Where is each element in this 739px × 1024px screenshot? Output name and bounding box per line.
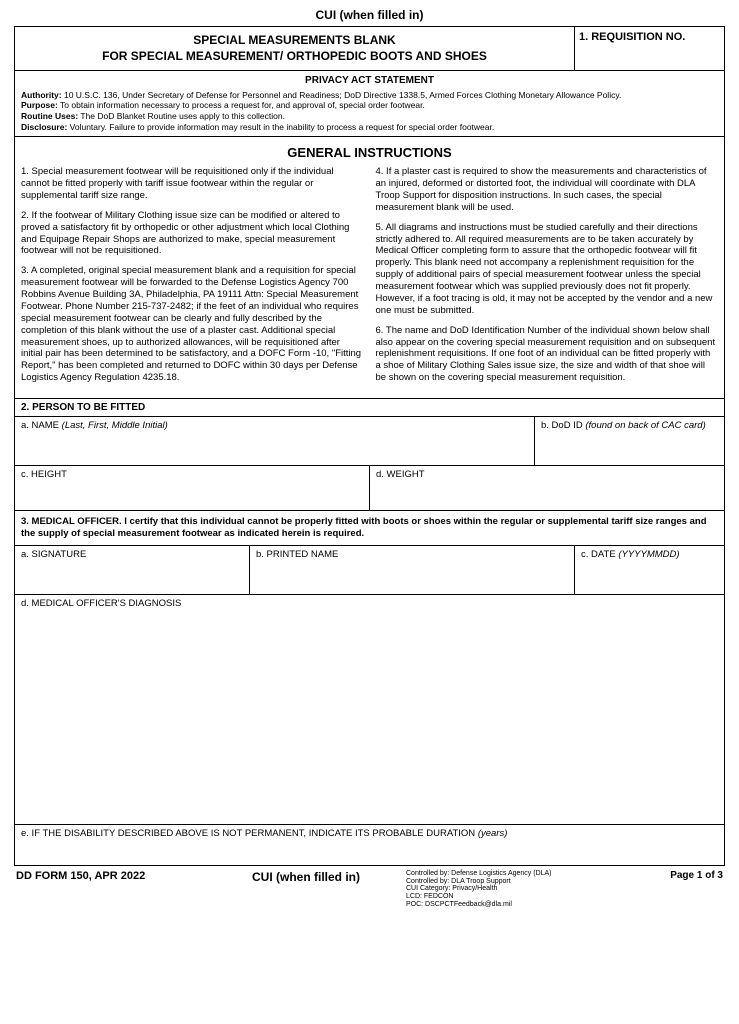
height-label: c. HEIGHT	[21, 469, 67, 480]
signature-label: a. SIGNATURE	[21, 549, 86, 560]
diagnosis-field[interactable]: d. MEDICAL OFFICER'S DIAGNOSIS	[15, 595, 724, 825]
privacy-act-statement: PRIVACY ACT STATEMENT Authority: 10 U.S.…	[15, 71, 724, 137]
signature-field[interactable]: a. SIGNATURE	[15, 546, 249, 594]
gi-para-3: 3. A completed, original special measure…	[21, 265, 364, 384]
routine-text: The DoD Blanket Routine uses apply to th…	[78, 111, 285, 121]
privacy-title: PRIVACY ACT STATEMENT	[21, 75, 718, 88]
section-3-certification: 3. MEDICAL OFFICER. I certify that this …	[15, 511, 724, 546]
dodid-hint: (found on back of CAC card)	[585, 420, 705, 431]
form-title: SPECIAL MEASUREMENTS BLANK FOR SPECIAL M…	[15, 27, 574, 70]
requisition-no-label: 1. REQUISITION NO.	[579, 31, 685, 43]
controlled-line-2: Controlled by: DLA Troop Support	[406, 878, 653, 886]
printed-name-field[interactable]: b. PRINTED NAME	[249, 546, 574, 594]
controlled-line-4: LCD: FEDCON	[406, 893, 653, 901]
duration-hint: (years)	[478, 828, 508, 839]
purpose-text: To obtain information necessary to proce…	[58, 100, 425, 110]
routine-label: Routine Uses:	[21, 111, 78, 121]
controlled-line-1: Controlled by: Defense Logistics Agency …	[406, 870, 653, 878]
duration-field[interactable]: e. IF THE DISABILITY DESCRIBED ABOVE IS …	[15, 825, 724, 865]
page-number: Page 1 of 3	[653, 870, 723, 881]
title-line2: FOR SPECIAL MEASUREMENT/ ORTHOPEDIC BOOT…	[102, 49, 487, 63]
page: CUI (when filled in) SPECIAL MEASUREMENT…	[0, 0, 739, 916]
gi-para-5: 5. All diagrams and instructions must be…	[376, 222, 719, 317]
disclosure-label: Disclosure:	[21, 122, 67, 132]
controlled-line-5: POC: DSCPCTFeedback@dla.mil	[406, 901, 653, 909]
section-2-header: 2. PERSON TO BE FITTED	[15, 399, 724, 417]
date-hint: (YYYYMMDD)	[618, 549, 679, 560]
form-frame: SPECIAL MEASUREMENTS BLANK FOR SPECIAL M…	[14, 26, 725, 866]
gi-para-6: 6. The name and DoD Identification Numbe…	[376, 325, 719, 384]
date-label: c. DATE	[581, 549, 618, 560]
gi-left-column: 1. Special measurement footwear will be …	[21, 166, 364, 392]
gi-right-column: 4. If a plaster cast is required to show…	[376, 166, 719, 392]
weight-label: d. WEIGHT	[376, 469, 425, 480]
date-field[interactable]: c. DATE (YYYYMMDD)	[574, 546, 724, 594]
height-weight-row: c. HEIGHT d. WEIGHT	[15, 466, 724, 511]
gi-para-4: 4. If a plaster cast is required to show…	[376, 166, 719, 214]
requisition-no-field[interactable]: 1. REQUISITION NO.	[574, 27, 724, 70]
gi-para-1: 1. Special measurement footwear will be …	[21, 166, 364, 202]
weight-field[interactable]: d. WEIGHT	[369, 466, 724, 510]
name-field[interactable]: a. NAME (Last, First, Middle Initial)	[15, 417, 534, 465]
name-label: a. NAME	[21, 420, 62, 431]
cui-header: CUI (when filled in)	[14, 8, 725, 22]
duration-label: e. IF THE DISABILITY DESCRIBED ABOVE IS …	[21, 828, 478, 839]
controlled-line-3: CUI Category: Privacy/Health	[406, 885, 653, 893]
header-row: SPECIAL MEASUREMENTS BLANK FOR SPECIAL M…	[15, 27, 724, 71]
dodid-label: b. DoD ID	[541, 420, 585, 431]
authority-label: Authority:	[21, 90, 62, 100]
printed-name-label: b. PRINTED NAME	[256, 549, 338, 560]
name-hint: (Last, First, Middle Initial)	[62, 420, 168, 431]
general-instructions: GENERAL INSTRUCTIONS 1. Special measurem…	[15, 137, 724, 399]
authority-text: 10 U.S.C. 136, Under Secretary of Defens…	[62, 90, 622, 100]
purpose-label: Purpose:	[21, 100, 58, 110]
page-footer: DD FORM 150, APR 2022 CUI (when filled i…	[14, 866, 725, 908]
dodid-field[interactable]: b. DoD ID (found on back of CAC card)	[534, 417, 724, 465]
name-dodid-row: a. NAME (Last, First, Middle Initial) b.…	[15, 417, 724, 466]
disclosure-text: Voluntary. Failure to provide informatio…	[67, 122, 494, 132]
height-field[interactable]: c. HEIGHT	[15, 466, 369, 510]
gi-para-2: 2. If the footwear of Military Clothing …	[21, 210, 364, 258]
title-line1: SPECIAL MEASUREMENTS BLANK	[193, 33, 395, 47]
gi-title: GENERAL INSTRUCTIONS	[21, 141, 718, 166]
form-id: DD FORM 150, APR 2022	[16, 870, 196, 882]
signature-row: a. SIGNATURE b. PRINTED NAME c. DATE (YY…	[15, 546, 724, 595]
controlled-info: Controlled by: Defense Logistics Agency …	[386, 870, 653, 908]
cui-footer: CUI (when filled in)	[226, 870, 386, 884]
diagnosis-label: d. MEDICAL OFFICER'S DIAGNOSIS	[21, 598, 181, 609]
